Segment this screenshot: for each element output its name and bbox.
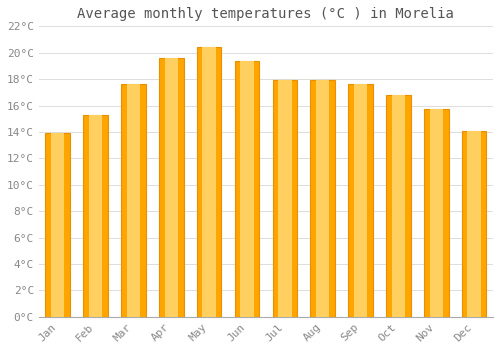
Bar xyxy=(240,61,254,317)
Bar xyxy=(468,131,481,317)
Bar xyxy=(234,61,260,317)
Bar xyxy=(202,47,216,317)
Bar xyxy=(84,115,108,317)
Bar xyxy=(424,110,448,317)
Bar xyxy=(272,80,297,317)
Bar xyxy=(392,95,405,317)
Bar xyxy=(316,80,330,317)
Bar xyxy=(126,84,140,317)
Title: Average monthly temperatures (°C ) in Morelia: Average monthly temperatures (°C ) in Mo… xyxy=(78,7,454,21)
Bar xyxy=(348,84,373,317)
Bar xyxy=(121,84,146,317)
Bar xyxy=(89,115,102,317)
Bar xyxy=(46,133,70,317)
Bar xyxy=(462,131,486,317)
Bar xyxy=(386,95,410,317)
Bar xyxy=(51,133,64,317)
Bar xyxy=(164,58,178,317)
Bar xyxy=(278,80,291,317)
Bar xyxy=(310,80,335,317)
Bar xyxy=(354,84,368,317)
Bar xyxy=(159,58,184,317)
Bar xyxy=(430,110,443,317)
Bar xyxy=(197,47,222,317)
